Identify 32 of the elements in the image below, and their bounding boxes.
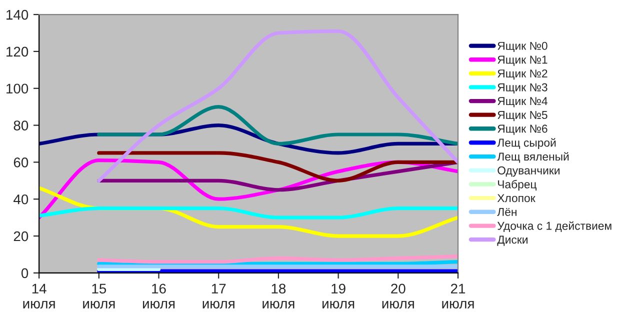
legend-label: Ящик №5 [498,110,548,122]
y-tick-label: 40 [14,194,28,204]
line-series [97,29,458,182]
legend-label: Ящик №0 [498,42,548,52]
x-tick-label: 20 июля [382,284,414,309]
legend-label: Удочка с 1 действием [497,221,612,232]
x-tick-label: 19 июля [322,284,354,309]
legend-label: Ящик №2 [498,69,548,80]
x-tick-label: 21 июля [442,284,474,309]
legend-label: Хлопок [497,194,536,202]
legend-label: Ящик №1 [498,56,548,66]
legend-label: Лещ вяленый [497,152,569,163]
y-tick-label: 20 [14,231,28,242]
legend-label: Лён [497,208,516,216]
legend-label: Ящик №6 [498,124,548,135]
y-tick-label: 100 [6,84,28,94]
x-tick-label: 18 июля [262,284,294,309]
legend-label: Одуванчики [498,166,560,177]
x-tick-label: 14 июля [23,284,55,309]
y-tick-label: 120 [6,46,28,57]
y-tick-label: 60 [14,158,28,168]
x-tick-label: 15 июля [83,284,115,309]
y-tick-label: 0 [21,268,28,278]
legend-label: Чабрец [498,180,537,191]
x-tick-label: 17 июля [202,284,234,309]
legend-label: Ящик №3 [498,83,548,94]
y-tick-label: 80 [14,120,28,130]
y-tick-label: 140 [6,10,28,20]
legend-label: Диски [497,236,528,246]
legend-label: Ящик №4 [498,97,548,108]
x-tick-label: 16 июля [142,284,175,309]
legend-label: Лещ сырой [497,138,556,149]
